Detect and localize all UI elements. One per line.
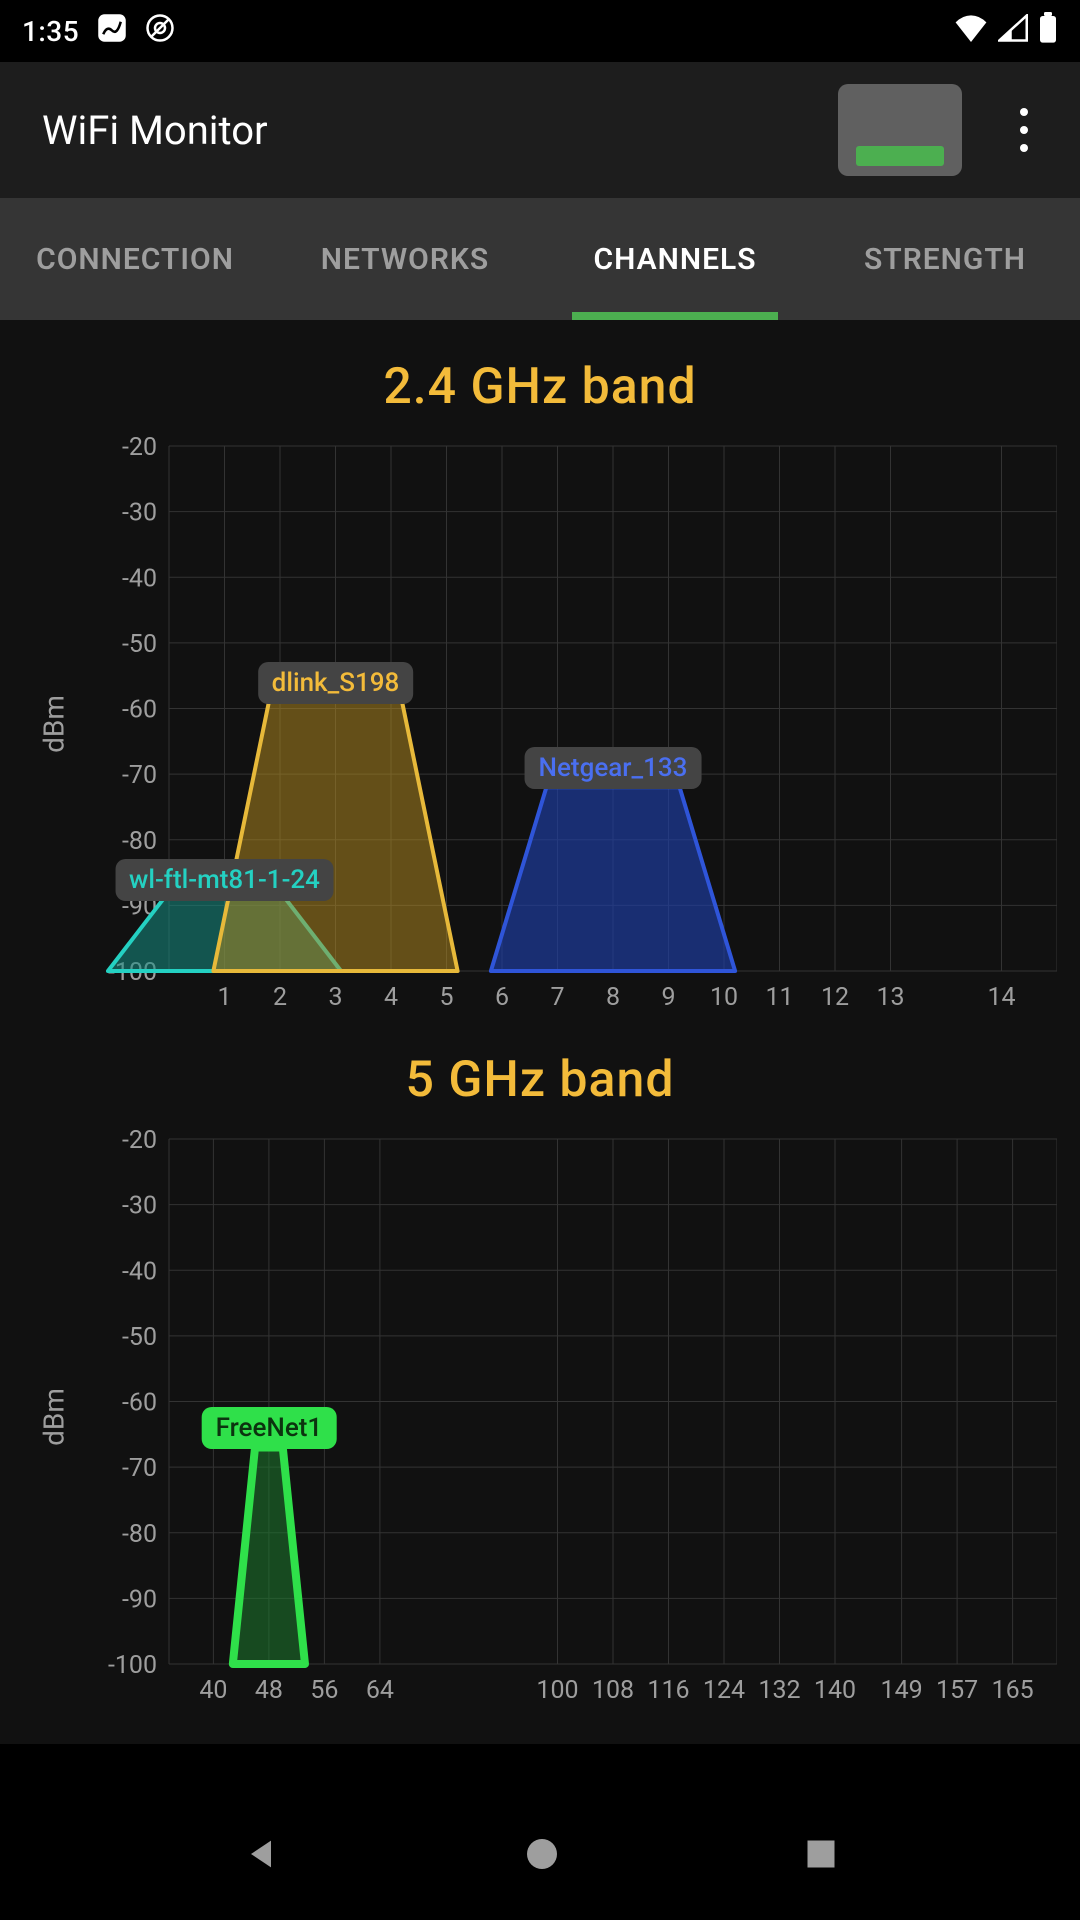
svg-text:1: 1 xyxy=(217,983,231,1011)
svg-text:10: 10 xyxy=(710,983,738,1011)
status-time: 1:35 xyxy=(22,15,79,48)
wifi-analyzer-icon xyxy=(97,13,127,50)
content: 2.4 GHz band dBm -20 -30 -40 -50 -60 -70 -80 -90 -… xyxy=(0,320,1080,1744)
tab-channels[interactable]: CHANNELS xyxy=(540,198,810,320)
network-label: FreeNet1 xyxy=(202,1407,337,1449)
svg-text:149: 149 xyxy=(881,1676,923,1704)
svg-text:116: 116 xyxy=(647,1676,689,1704)
nav-recents-button[interactable] xyxy=(803,1836,839,1876)
nav-home-button[interactable] xyxy=(522,1834,562,1878)
svg-text:-90: -90 xyxy=(122,1585,157,1614)
network-label: dlink_S198 xyxy=(258,662,414,704)
nav-back-button[interactable] xyxy=(241,1834,281,1878)
svg-text:108: 108 xyxy=(592,1676,634,1704)
status-left: 1:35 xyxy=(22,13,175,50)
battery-icon xyxy=(1038,12,1058,51)
svg-text:64: 64 xyxy=(366,1676,394,1704)
svg-text:9: 9 xyxy=(661,983,675,1011)
svg-text:-20: -20 xyxy=(122,1129,157,1155)
status-right xyxy=(954,12,1058,51)
svg-text:4: 4 xyxy=(384,983,398,1011)
tab-strength[interactable]: STRENGTH xyxy=(810,198,1080,320)
svg-text:2: 2 xyxy=(273,983,287,1011)
svg-text:140: 140 xyxy=(814,1676,856,1704)
svg-text:40: 40 xyxy=(199,1676,227,1704)
svg-text:-70: -70 xyxy=(122,1454,157,1483)
system-nav-bar xyxy=(0,1792,1080,1920)
svg-text:124: 124 xyxy=(703,1676,745,1704)
svg-text:-60: -60 xyxy=(122,1389,157,1418)
svg-text:-40: -40 xyxy=(122,1257,157,1286)
signal-widget[interactable] xyxy=(838,84,962,176)
app-bar: WiFi Monitor xyxy=(0,62,1080,198)
network-label: wl-ftl-mt81-1-24 xyxy=(115,859,334,901)
svg-text:165: 165 xyxy=(992,1676,1034,1704)
app-title: WiFi Monitor xyxy=(42,107,838,154)
svg-text:48: 48 xyxy=(255,1676,283,1704)
tabs: CONNECTIONNETWORKSCHANNELSSTRENGTH xyxy=(0,198,1080,320)
svg-text:-70: -70 xyxy=(122,761,157,790)
status-bar: 1:35 xyxy=(0,0,1080,62)
svg-text:56: 56 xyxy=(310,1676,338,1704)
band-title: 5 GHz band xyxy=(0,1051,1080,1109)
svg-text:5: 5 xyxy=(439,983,453,1011)
more-options-button[interactable] xyxy=(1008,102,1040,158)
svg-text:-40: -40 xyxy=(122,564,157,593)
svg-text:-50: -50 xyxy=(122,1323,157,1352)
wifi-icon xyxy=(954,14,988,49)
svg-text:-20: -20 xyxy=(122,436,157,462)
svg-text:-60: -60 xyxy=(122,696,157,725)
svg-text:-80: -80 xyxy=(122,1520,157,1549)
svg-text:8: 8 xyxy=(606,983,620,1011)
svg-text:11: 11 xyxy=(765,983,793,1011)
svg-text:157: 157 xyxy=(936,1676,978,1704)
tab-networks[interactable]: NETWORKS xyxy=(270,198,540,320)
svg-text:6: 6 xyxy=(495,983,509,1011)
svg-text:100: 100 xyxy=(536,1676,578,1704)
signal-widget-bar xyxy=(856,146,944,166)
y-axis-label: dBm xyxy=(38,695,71,753)
svg-text:132: 132 xyxy=(758,1676,800,1704)
no-location-icon xyxy=(145,13,175,50)
svg-text:-50: -50 xyxy=(122,630,157,659)
svg-text:14: 14 xyxy=(987,983,1015,1011)
tab-connection[interactable]: CONNECTION xyxy=(0,198,270,320)
svg-text:-80: -80 xyxy=(122,827,157,856)
svg-text:-30: -30 xyxy=(122,499,157,528)
svg-text:7: 7 xyxy=(550,983,564,1011)
svg-text:3: 3 xyxy=(328,983,342,1011)
channel-chart: dBm -20 -30 -40 -50 -60 -70 -80 -90 -100 40 48 56 64 1… xyxy=(24,1129,1056,1704)
channel-chart: dBm-20-30-40-50-60-70-80-90-100123456789… xyxy=(24,436,1056,1011)
network-label: Netgear_133 xyxy=(525,747,702,789)
cell-signal-icon xyxy=(998,14,1028,49)
svg-text:-100: -100 xyxy=(108,1651,157,1680)
band-title: 2.4 GHz band xyxy=(0,358,1080,416)
svg-text:-30: -30 xyxy=(122,1192,157,1221)
y-axis-label: dBm xyxy=(38,1388,71,1446)
svg-text:12: 12 xyxy=(821,983,849,1011)
svg-text:13: 13 xyxy=(876,983,904,1011)
